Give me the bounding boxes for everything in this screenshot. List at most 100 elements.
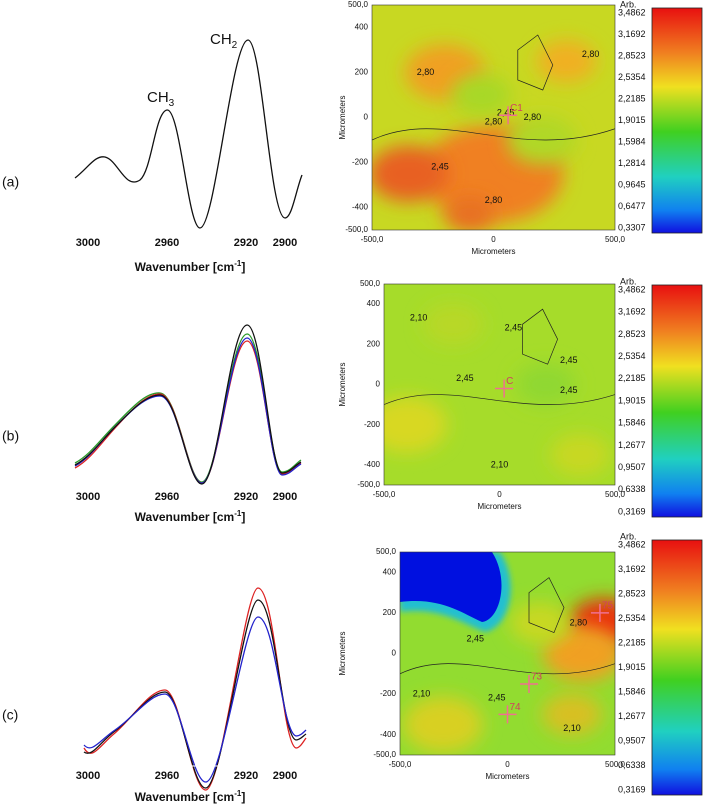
heatmap-region xyxy=(536,40,597,83)
contour-label: 2,45 xyxy=(497,107,515,117)
marker-label: 73 xyxy=(531,672,543,683)
contour-line xyxy=(400,663,615,675)
x-tick-label: 500,0 xyxy=(605,760,626,769)
colorbar-tick-label: 0,9507 xyxy=(618,735,646,745)
x-tick-label: 3000 xyxy=(76,237,100,249)
y-tick-label: 200 xyxy=(383,608,397,617)
y-axis-label: Micrometers xyxy=(338,95,347,139)
y-axis-label: Micrometers xyxy=(338,362,347,406)
x-tick-label: -500,0 xyxy=(373,490,396,499)
colorbar-tick-label: 1,5846 xyxy=(618,686,646,696)
x-tick-label: 0 xyxy=(497,490,502,499)
colorbar-tick-label: 3,4862 xyxy=(618,7,646,17)
x-tick-label: 2960 xyxy=(155,491,179,503)
spectrum-curve xyxy=(74,39,303,229)
colorbar-tick-label: 3,4862 xyxy=(618,539,646,549)
heatmap-region xyxy=(542,625,615,682)
contour-label: 2,10 xyxy=(491,459,509,469)
colorbar-tick-label: 1,2677 xyxy=(618,711,646,721)
panel-label: (b) xyxy=(2,428,19,444)
contour-label: 2,80 xyxy=(485,195,503,205)
heatmap-region xyxy=(423,303,484,346)
colorbar-title: Arb. xyxy=(620,531,637,541)
colorbar xyxy=(651,7,703,234)
panel-label: (c) xyxy=(2,707,18,723)
y-tick-label: 400 xyxy=(355,23,369,32)
y-tick-label: 500,0 xyxy=(360,279,381,288)
y-tick-label: -500,0 xyxy=(373,750,396,759)
colorbar-tick-label: 1,9015 xyxy=(618,662,646,672)
marker-label: 75 xyxy=(602,601,614,612)
contour-label: 2,45 xyxy=(456,373,474,383)
contour-line xyxy=(522,308,558,365)
marker-cross xyxy=(590,603,609,622)
x-tick-label: -500,0 xyxy=(361,235,384,244)
colorbar-tick-label: 1,2814 xyxy=(618,158,646,168)
contour-label: 2,45 xyxy=(488,693,506,703)
colorbar-tick-label: 0,3169 xyxy=(618,784,646,794)
label-part: Wavenumber [cm xyxy=(135,790,235,804)
colorbar-tick-label: 2,8523 xyxy=(618,50,646,60)
peak-annotation: CH2 xyxy=(210,31,238,51)
contour-label: 2,10 xyxy=(563,723,581,733)
x-tick-label: 2920 xyxy=(234,770,258,782)
x-tick-label: 2960 xyxy=(155,770,179,782)
contour-label: 2,45 xyxy=(560,355,578,365)
colorbar-tick-label: 1,9015 xyxy=(618,395,646,405)
x-axis-label: Wavenumber [cm-1] xyxy=(135,509,246,525)
x-tick-label: 2920 xyxy=(234,237,258,249)
marker-label: 74 xyxy=(510,702,522,713)
colorbar-tick-label: 2,2185 xyxy=(618,373,646,383)
y-tick-label: -200 xyxy=(380,689,397,698)
contour-line xyxy=(372,128,615,141)
y-axis-label: Micrometers xyxy=(338,631,347,675)
heatmap-region xyxy=(403,696,483,753)
heatmap-region xyxy=(451,74,512,116)
colorbar-tick-label: 3,4862 xyxy=(618,284,646,294)
label-part: Wavenumber [cm xyxy=(135,260,235,274)
y-tick-label: 500,0 xyxy=(348,0,369,9)
colorbar-tick-label: 0,9507 xyxy=(618,462,646,472)
y-tick-label: 200 xyxy=(367,339,381,348)
x-axis-label: Wavenumber [cm-1] xyxy=(135,789,246,805)
marker-cross xyxy=(498,705,517,724)
x-tick-label: 3000 xyxy=(76,491,100,503)
y-tick-label: -200 xyxy=(364,420,381,429)
subscript: 3 xyxy=(169,98,175,109)
label-part: ] xyxy=(241,510,245,524)
colorbar-tick-label: 3,1692 xyxy=(618,564,646,574)
colorbar-tick-label: 2,8523 xyxy=(618,588,646,598)
marker-cross xyxy=(499,106,518,125)
colorbar-tick-label: 0,3307 xyxy=(618,222,646,232)
y-tick-label: -400 xyxy=(380,730,397,739)
colorbar-tick-label: 0,6477 xyxy=(618,201,646,211)
colorbar-tick-label: 2,2185 xyxy=(618,93,646,103)
marker-label: C1 xyxy=(510,103,523,114)
x-axis-label: Wavenumber [cm-1] xyxy=(135,259,246,275)
label-part: -1 xyxy=(234,789,242,798)
heatmap-region xyxy=(372,145,449,202)
contour-line xyxy=(517,34,554,91)
spectrum-curve xyxy=(83,587,307,791)
x-axis-label: Micrometers xyxy=(485,772,529,781)
y-tick-label: 0 xyxy=(364,113,369,122)
spectra xyxy=(74,39,307,791)
map-frame xyxy=(383,283,616,486)
label-part: ] xyxy=(241,790,245,804)
y-tick-label: -500,0 xyxy=(357,480,380,489)
panel: (b) 3000 2960 2920 2900 Wavenumber [cm-1] 500,… xyxy=(2,276,703,525)
label-part: ] xyxy=(241,260,245,274)
x-tick-label: 2960 xyxy=(155,237,179,249)
contour-label: 2,45 xyxy=(431,161,449,171)
marker-cross xyxy=(520,674,538,693)
y-tick-label: 500,0 xyxy=(376,547,397,556)
colorbar-title: Arb. xyxy=(620,276,637,286)
colorbar-tick-label: 2,5354 xyxy=(618,351,646,361)
heatmap-region xyxy=(550,433,611,476)
label-part: -1 xyxy=(234,259,242,268)
map-frame xyxy=(399,551,616,756)
heatmap-region xyxy=(400,552,502,622)
marker-cross xyxy=(495,379,514,398)
peak-annotation: CH3 xyxy=(147,89,175,109)
